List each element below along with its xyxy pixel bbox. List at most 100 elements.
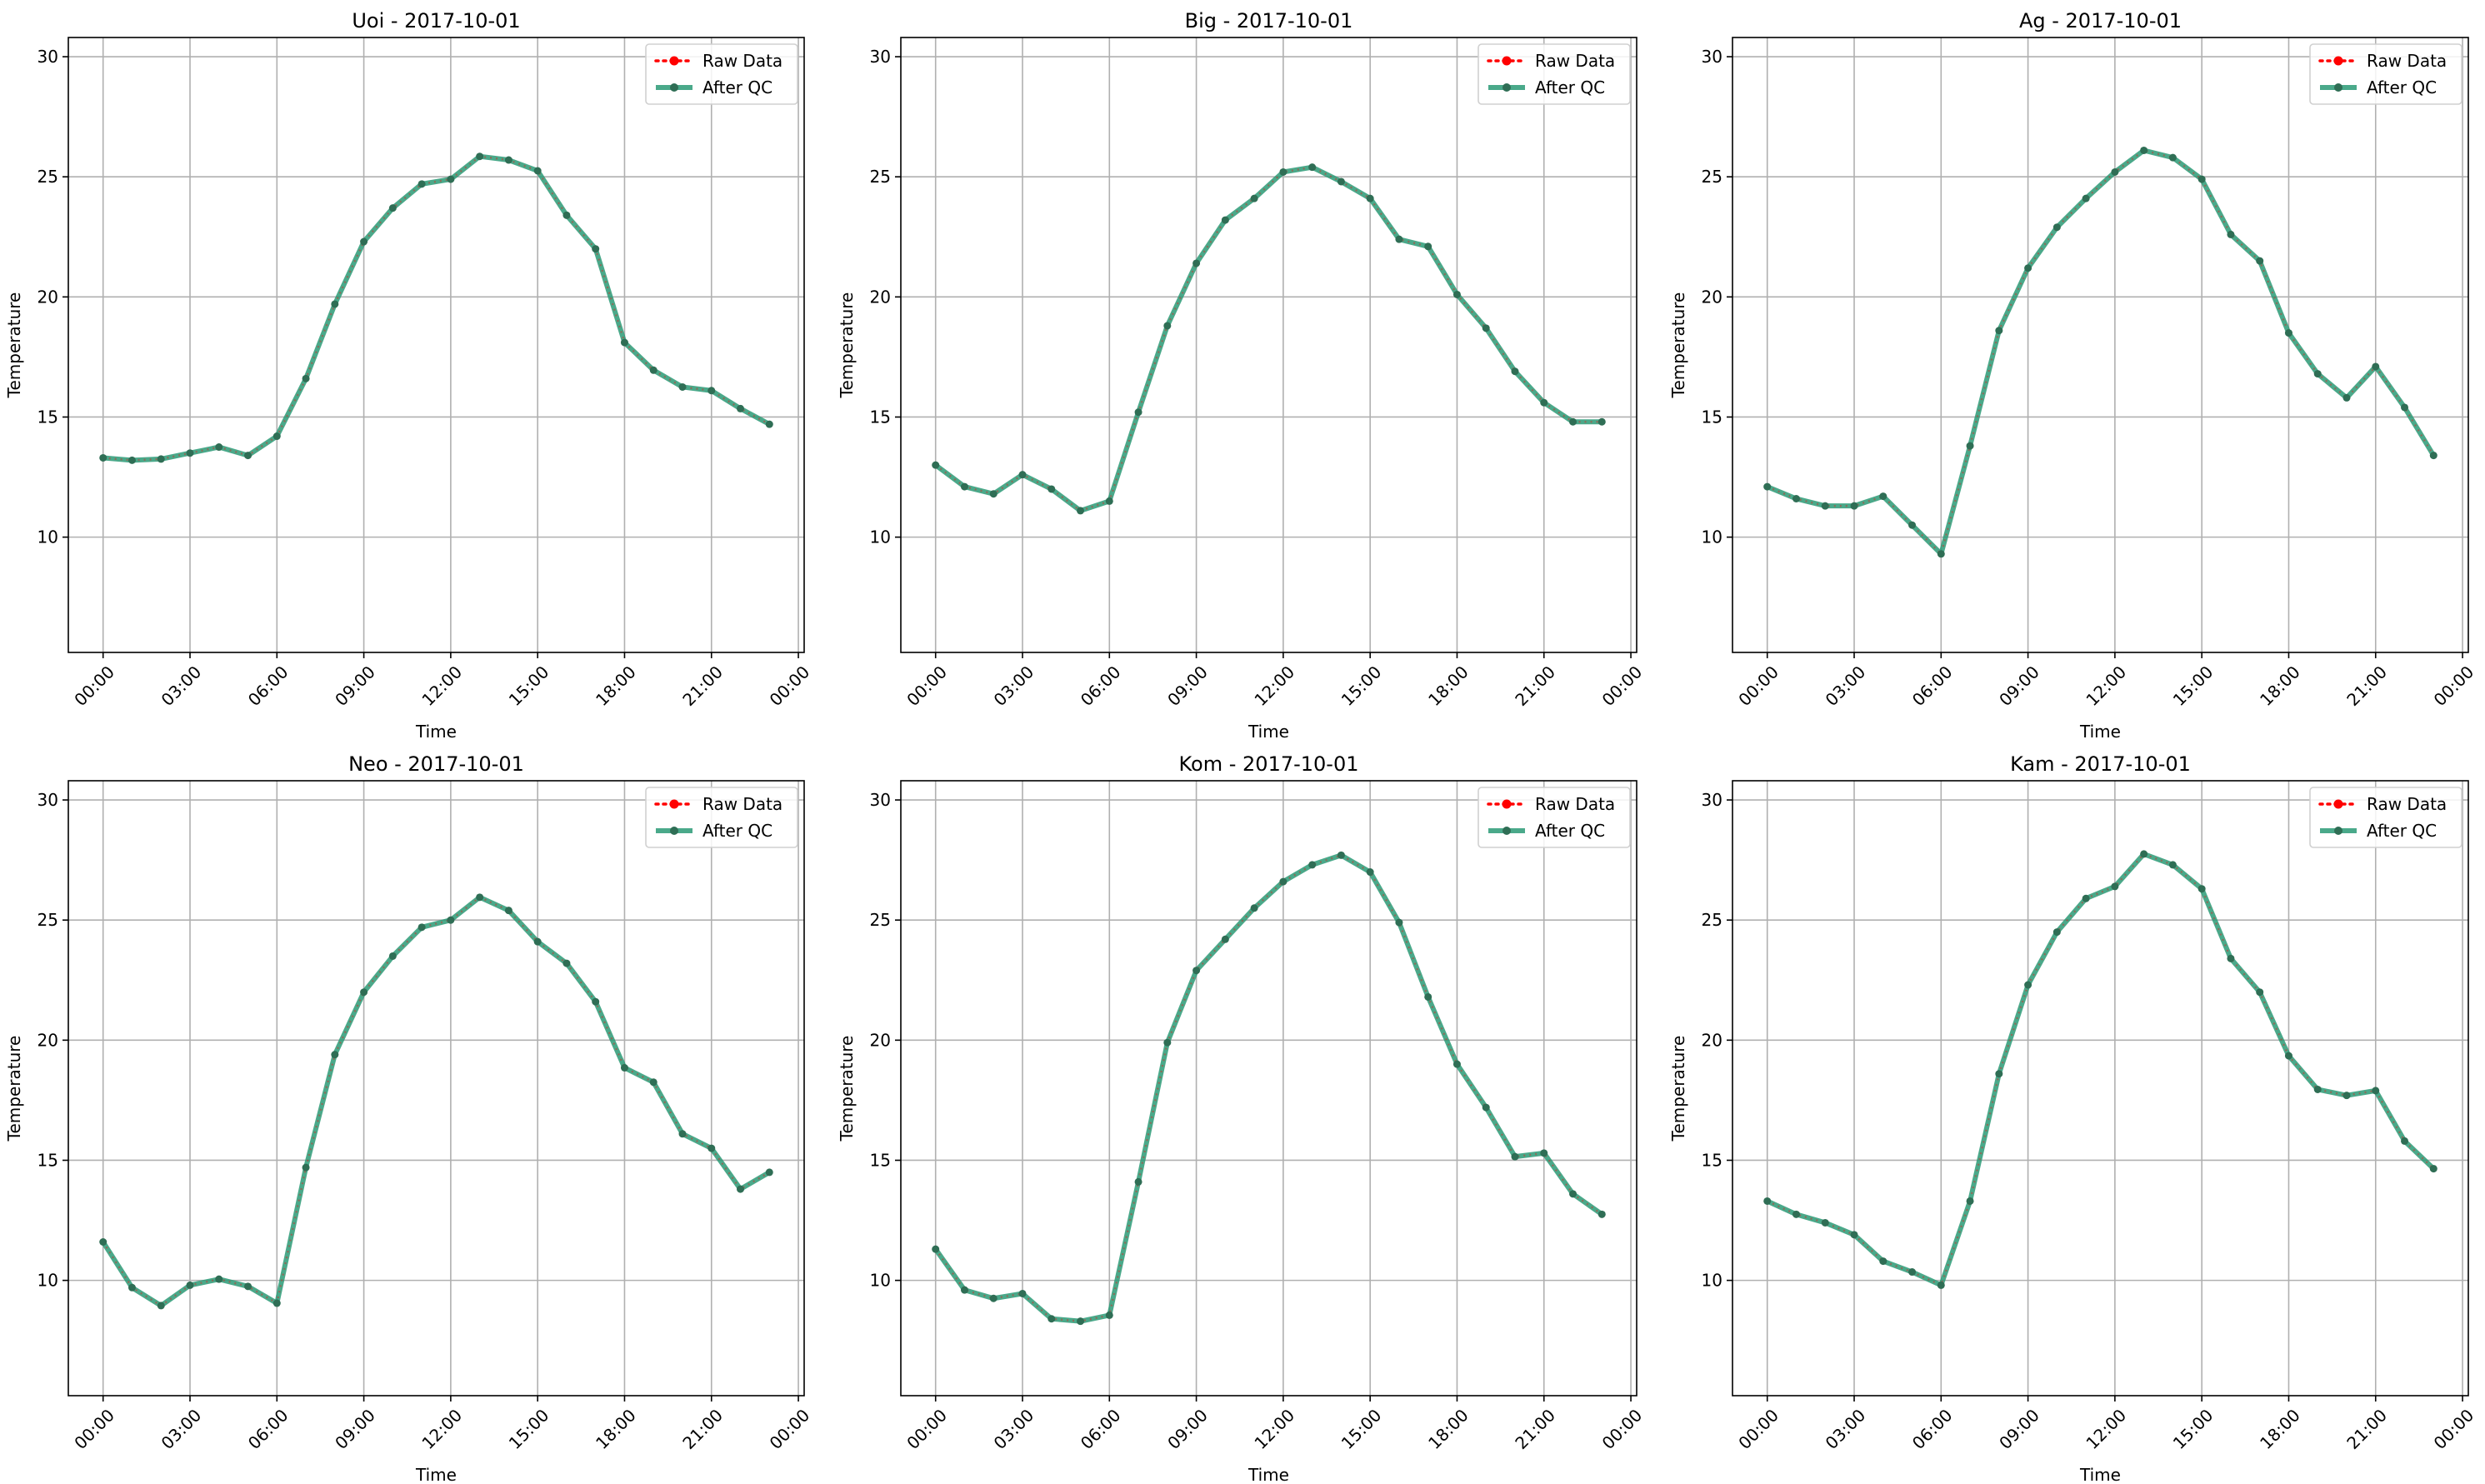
y-tick-label: 25 bbox=[38, 167, 58, 187]
data-point bbox=[989, 490, 998, 498]
legend-marker-raw-data bbox=[1502, 56, 1512, 66]
data-point bbox=[331, 1051, 339, 1059]
y-tick-label: 10 bbox=[1702, 1271, 1722, 1291]
data-point bbox=[1879, 492, 1888, 501]
x-tick-label: 15:00 bbox=[2169, 662, 2218, 710]
x-tick-label: 09:00 bbox=[1163, 1405, 1212, 1453]
data-point bbox=[1077, 1317, 1085, 1326]
data-point bbox=[2342, 1092, 2351, 1100]
data-point bbox=[1134, 408, 1142, 417]
x-axis-label: Time bbox=[415, 722, 457, 742]
x-tick-label: 00:00 bbox=[70, 1405, 118, 1453]
data-point bbox=[1105, 497, 1113, 505]
data-point bbox=[2313, 370, 2322, 378]
data-point bbox=[1395, 235, 1403, 243]
data-point bbox=[1077, 507, 1085, 515]
data-point bbox=[244, 1282, 252, 1291]
series-line-raw-data bbox=[1767, 852, 2435, 1287]
data-point bbox=[1540, 398, 1548, 407]
data-point bbox=[1511, 1152, 1519, 1161]
data-point bbox=[1452, 1060, 1461, 1068]
chart-panel-4: Neo - 2017-10-01 00:00 03:00 06:00 09:00 12:0… bbox=[4, 752, 813, 1484]
data-point bbox=[620, 1063, 628, 1072]
x-tick-label: 00:00 bbox=[70, 662, 118, 710]
data-point bbox=[678, 1130, 687, 1138]
x-tick-label: 18:00 bbox=[1424, 662, 1472, 710]
data-point bbox=[157, 1302, 165, 1310]
data-point bbox=[186, 1281, 194, 1289]
legend-marker-after-qc bbox=[670, 827, 678, 835]
data-point bbox=[2401, 1137, 2409, 1145]
x-tick-label: 18:00 bbox=[592, 1405, 640, 1453]
x-tick-label: 15:00 bbox=[2169, 1405, 2218, 1453]
x-tick-label: 00:00 bbox=[1598, 662, 1647, 710]
x-tick-label: 15:00 bbox=[1338, 662, 1386, 710]
chart-title: Kam - 2017-10-01 bbox=[2010, 752, 2191, 776]
data-point bbox=[272, 1299, 281, 1307]
data-point bbox=[215, 1275, 223, 1283]
data-point bbox=[1821, 502, 1829, 510]
legend-label-after-qc: After QC bbox=[702, 821, 772, 841]
data-point bbox=[2140, 146, 2148, 154]
x-tick-label: 12:00 bbox=[1250, 1405, 1298, 1453]
x-tick-label: 18:00 bbox=[592, 662, 640, 710]
data-point bbox=[302, 1163, 310, 1172]
legend-marker-raw-data bbox=[2333, 799, 2343, 809]
data-point bbox=[2284, 329, 2292, 337]
data-point bbox=[302, 374, 310, 382]
y-tick-label: 30 bbox=[870, 47, 891, 67]
data-point bbox=[932, 1245, 940, 1253]
legend: Raw Data After QC bbox=[645, 787, 798, 848]
data-point bbox=[504, 907, 512, 915]
data-point bbox=[476, 152, 484, 161]
data-point bbox=[447, 175, 455, 183]
x-tick-label: 03:00 bbox=[1822, 1405, 1870, 1453]
legend-marker-raw-data bbox=[669, 56, 679, 66]
legend-label-raw-data: Raw Data bbox=[1535, 794, 1615, 814]
data-point bbox=[1540, 1149, 1548, 1157]
legend-marker-after-qc bbox=[2334, 827, 2342, 835]
x-tick-label: 09:00 bbox=[1995, 662, 2043, 710]
x-tick-label: 00:00 bbox=[902, 1405, 951, 1453]
y-tick-label: 25 bbox=[1702, 910, 1722, 930]
data-point bbox=[2111, 167, 2119, 176]
legend-label-raw-data: Raw Data bbox=[2367, 51, 2447, 71]
legend-label-raw-data: Raw Data bbox=[702, 794, 782, 814]
data-point bbox=[2342, 393, 2351, 402]
chart-panel-2: Big - 2017-10-01 00:00 03:00 06:00 09:00 12:0… bbox=[837, 9, 1646, 742]
data-point bbox=[649, 1078, 658, 1087]
x-tick-label: 00:00 bbox=[1598, 1405, 1647, 1453]
data-point bbox=[1511, 367, 1519, 376]
data-point bbox=[2284, 1052, 2292, 1060]
data-point bbox=[1482, 1103, 1490, 1112]
data-point bbox=[2372, 362, 2380, 371]
data-point bbox=[418, 180, 426, 188]
data-point bbox=[2168, 153, 2177, 162]
x-tick-label: 21:00 bbox=[1511, 662, 1559, 710]
data-point bbox=[1366, 194, 1374, 202]
data-point bbox=[1424, 992, 1432, 1001]
series-line-after-qc bbox=[100, 894, 772, 1308]
x-tick-label: 18:00 bbox=[2256, 1405, 2304, 1453]
x-tick-label: 15:00 bbox=[1338, 1405, 1386, 1453]
data-point bbox=[2227, 954, 2235, 962]
y-tick-label: 15 bbox=[870, 1150, 891, 1170]
data-point bbox=[2082, 194, 2090, 202]
series-line-after-qc bbox=[932, 852, 1605, 1324]
x-tick-label: 12:00 bbox=[418, 662, 466, 710]
data-point bbox=[1221, 216, 1229, 224]
y-tick-label: 20 bbox=[870, 1030, 891, 1050]
y-tick-label: 10 bbox=[1702, 527, 1722, 547]
x-tick-label: 00:00 bbox=[2430, 1405, 2478, 1453]
chart-title: Neo - 2017-10-01 bbox=[348, 752, 524, 776]
x-tick-label: 09:00 bbox=[1163, 662, 1212, 710]
y-axis-label: Temperature bbox=[4, 292, 24, 399]
data-point bbox=[2256, 988, 2264, 997]
data-point bbox=[2198, 885, 2206, 893]
data-point bbox=[737, 404, 745, 412]
x-tick-label: 00:00 bbox=[2430, 662, 2478, 710]
chart-title: Uoi - 2017-10-01 bbox=[352, 9, 520, 32]
data-point bbox=[2429, 452, 2438, 460]
series-line-after-qc bbox=[932, 164, 1605, 513]
series-line-raw-data bbox=[1767, 149, 2435, 557]
